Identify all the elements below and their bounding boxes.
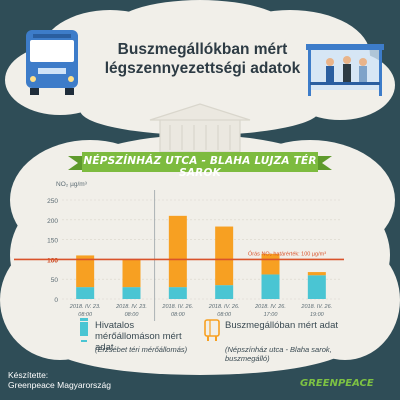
- legend-busstop-icon: [204, 319, 220, 341]
- y-tick-label: 50: [51, 277, 59, 284]
- x-tick-label: 2018. IV. 26.: [254, 304, 286, 310]
- y-tick-label: 0: [54, 297, 58, 304]
- greenpeace-logo: GREENPEACE: [300, 378, 374, 389]
- bar-busstop: [307, 272, 326, 276]
- bar-official: [215, 285, 234, 299]
- legend-official-label: Hivatalos mérőállomáson mért adat: [95, 320, 182, 353]
- x-tick-label: 08:00: [171, 312, 186, 318]
- credit: Készítette: Greenpeace Magyarország: [8, 370, 111, 390]
- y-tick-label: 200: [47, 218, 58, 225]
- x-tick-label: 2018. IV. 26.: [208, 304, 240, 310]
- chart-axis: 0 50 100 150 200 250 NO₂ µg/m³ 2018. IV. 23. 08:…: [14, 181, 344, 321]
- bar-official: [307, 275, 326, 299]
- bar-busstop: [168, 215, 187, 288]
- limit-label: Órás NO₂ határérték: 100 µg/m³: [248, 250, 326, 257]
- x-tick-label: 17:00: [264, 312, 279, 318]
- legend-official-sub: (Erzsébet téri mérőállomás): [95, 345, 188, 354]
- x-tick-label: 19:00: [310, 312, 325, 318]
- bar-official: [122, 287, 141, 299]
- bar-busstop: [76, 255, 95, 288]
- bus-stop-icon: [306, 44, 384, 96]
- x-tick-label: 08:00: [78, 312, 93, 318]
- location-ribbon: [68, 152, 332, 172]
- x-tick-label: 2018. IV. 23.: [115, 304, 147, 310]
- y-tick-label: 100: [47, 257, 58, 264]
- y-tick-label: 250: [47, 198, 58, 205]
- legend-official-icon: [80, 318, 88, 342]
- legend-busstop-label: Buszmegállóban mért adat: [225, 320, 339, 331]
- chart-bars: [76, 215, 326, 299]
- bar-busstop: [122, 259, 141, 288]
- credit-label: Készítette:: [8, 370, 49, 380]
- bar-busstop: [215, 226, 234, 286]
- building-icon: [149, 103, 251, 153]
- limit-tick-label: 100: [47, 257, 58, 264]
- credit-name: Greenpeace Magyarország: [8, 380, 112, 390]
- bar-official: [261, 274, 280, 299]
- x-tick-label: 2018. IV. 26.: [161, 304, 193, 310]
- legend-busstop-sub: (Népszínház utca - Blaha sarok, buszmegá…: [225, 345, 332, 363]
- page-title: Buszmegállókban mért légszennyezettségi …: [104, 41, 301, 77]
- location-label: NÉPSZÍNHÁZ UTCA - BLAHA LUJZA TÉR SAROK: [83, 155, 317, 179]
- x-tick-label: 08:00: [217, 312, 232, 318]
- bar-official: [168, 287, 187, 299]
- x-tick-label: 08:00: [125, 312, 140, 318]
- y-tick-label: 150: [47, 238, 58, 245]
- bus-icon: [26, 30, 78, 95]
- x-tick-label: 2018. IV. 26.: [300, 304, 332, 310]
- x-tick-label: 2018. IV. 23.: [69, 304, 101, 310]
- bar-official: [76, 287, 95, 299]
- y-axis-label: NO₂ µg/m³: [56, 181, 88, 188]
